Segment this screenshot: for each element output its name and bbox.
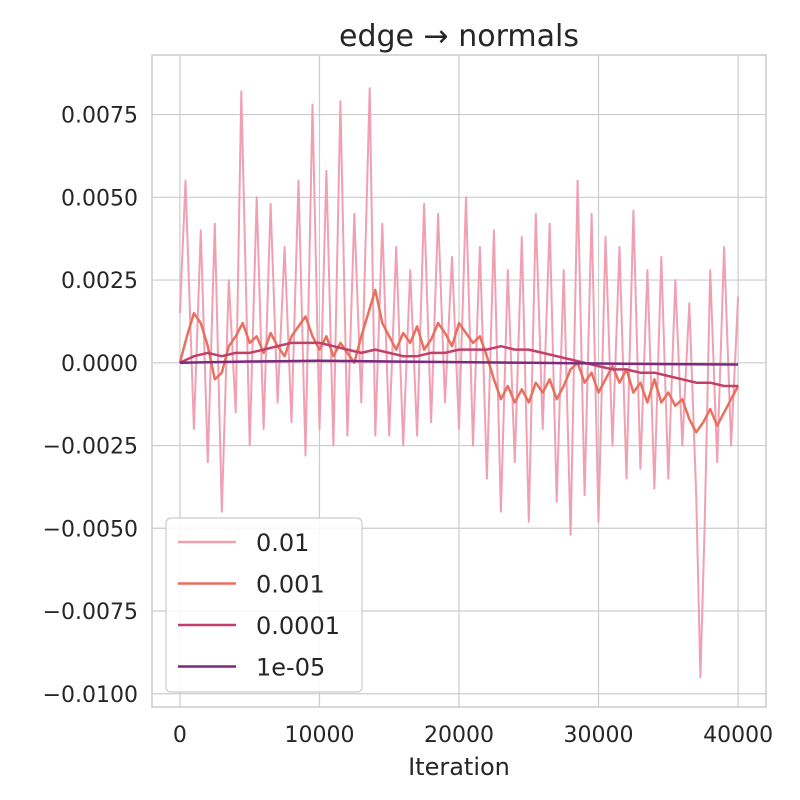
series-lines [178,87,740,679]
x-axis-label: Iteration [408,753,510,781]
x-axis-ticks: 0 10000 20000 30000 40000 [173,723,773,748]
y-tick-label: 0.0050 [61,186,138,211]
y-tick-label: −0.0025 [43,435,138,460]
legend-label: 1e-05 [256,654,325,682]
y-tick-label: 0.0025 [61,269,138,294]
y-tick-label: −0.0100 [43,683,138,708]
series-line-2 [178,288,740,434]
y-tick-label: 0.0075 [61,104,138,129]
plot-frame [151,54,767,708]
y-axis-ticks: 0.0075 0.0050 0.0025 0.0000 −0.0025 −0.0050 −0… [43,104,138,708]
legend-label: 0.001 [256,571,325,599]
legend-label: 0.0001 [256,612,340,640]
legend-box [165,517,363,693]
legend: 0.01 0.001 0.0001 1e-05 [165,517,363,693]
x-tick-label: 40000 [703,723,773,748]
series-line-3 [179,341,739,388]
x-tick-label: 20000 [424,723,494,748]
y-tick-label: −0.0050 [43,517,138,542]
series-line-1 [178,87,740,679]
y-tick-label: 0.0000 [61,352,138,377]
chart-title: edge → normals [339,19,579,54]
x-tick-label: 0 [173,723,187,748]
series-line-4 [179,359,739,366]
y-tick-label: −0.0075 [43,600,138,625]
x-tick-label: 10000 [284,723,354,748]
x-tick-label: 30000 [564,723,634,748]
legend-label: 0.01 [256,529,309,557]
